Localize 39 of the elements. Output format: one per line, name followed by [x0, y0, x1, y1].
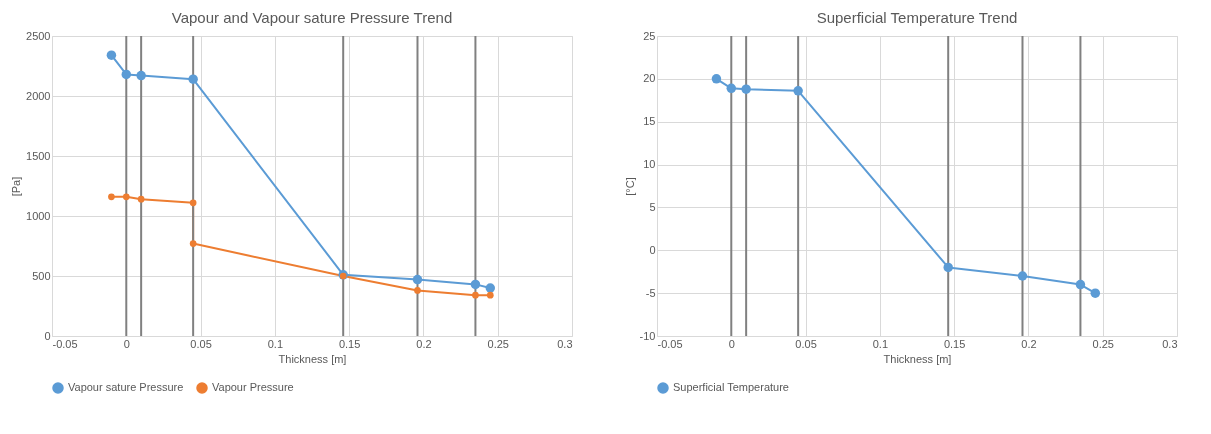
- x-tick-label: 0.1: [872, 337, 889, 350]
- x-tick-label: 0.25: [487, 337, 509, 350]
- y-tick-label: 1500: [26, 149, 51, 162]
- x-tick-label: 0: [728, 337, 735, 350]
- x-tick-label: 0.1: [267, 337, 284, 350]
- y-tick-label: 2500: [26, 29, 51, 42]
- y-tick-label: -5: [645, 286, 656, 299]
- y-axis-title: [°C]: [623, 177, 636, 196]
- x-tick-label: 0.3: [557, 337, 573, 350]
- x-tick-label: 0: [123, 337, 130, 350]
- chart-title: Vapour and Vapour sature Pressure Trend: [171, 9, 453, 26]
- y-tick-label: 2000: [26, 89, 51, 102]
- y-tick-label: 1000: [26, 209, 51, 222]
- y-tick-label: 500: [32, 269, 51, 282]
- x-tick-label: 0.3: [1162, 337, 1178, 350]
- x-tick-label: 0.15: [338, 337, 361, 350]
- x-tick-label: -0.05: [52, 337, 78, 350]
- legend-label: Superficial Temperature: [673, 381, 789, 393]
- y-tick-label: 0: [44, 329, 51, 342]
- x-tick-label: 0.05: [795, 337, 817, 350]
- legend-label: Vapour Pressure: [212, 381, 294, 393]
- x-tick-label: 0.05: [190, 337, 212, 350]
- y-tick-label: 0: [649, 243, 656, 256]
- x-axis-title: Thickness [m]: [883, 352, 952, 365]
- x-tick-label: 0.2: [416, 337, 432, 350]
- chart-title: Superficial Temperature Trend: [816, 9, 1018, 26]
- y-tick-label: -10: [639, 329, 656, 342]
- y-axis-title: [Pa]: [10, 176, 23, 197]
- y-tick-label: 25: [643, 29, 656, 42]
- x-tick-label: 0.15: [943, 337, 966, 350]
- x-tick-label: -0.05: [657, 337, 683, 350]
- y-tick-label: 20: [643, 72, 656, 85]
- x-axis-title: Thickness [m]: [278, 352, 347, 365]
- x-tick-label: 0.25: [1092, 337, 1114, 350]
- y-tick-label: 15: [643, 115, 656, 128]
- x-tick-label: 0.2: [1021, 337, 1037, 350]
- y-tick-label: 10: [643, 158, 656, 171]
- legend-label: Vapour sature Pressure: [68, 381, 184, 393]
- y-tick-label: 5: [649, 200, 656, 213]
